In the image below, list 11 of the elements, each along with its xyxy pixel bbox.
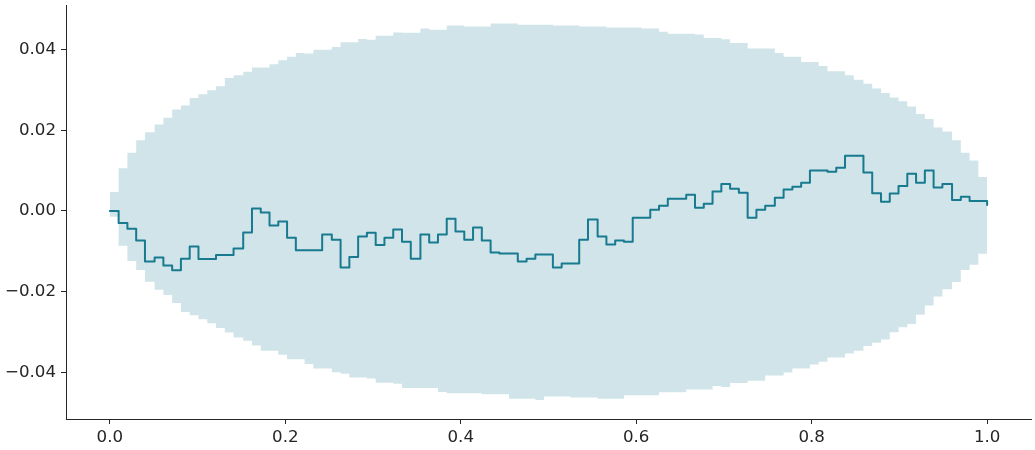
x-tick-label: 0.6 [622,427,650,447]
y-tick-label: 0.02 [18,119,56,139]
y-tick-label: −0.02 [4,281,56,301]
y-tick-label: 0.00 [18,200,56,220]
y-tick-label: −0.04 [4,361,56,381]
x-tick-label: 0.4 [447,427,475,447]
x-tick-label: 1.0 [973,427,1001,447]
x-tick-label: 0.2 [272,427,299,447]
x-tick-label: 0.8 [798,427,825,447]
x-tick-label: 0.0 [96,427,124,447]
y-tick-label: 0.04 [18,38,56,58]
